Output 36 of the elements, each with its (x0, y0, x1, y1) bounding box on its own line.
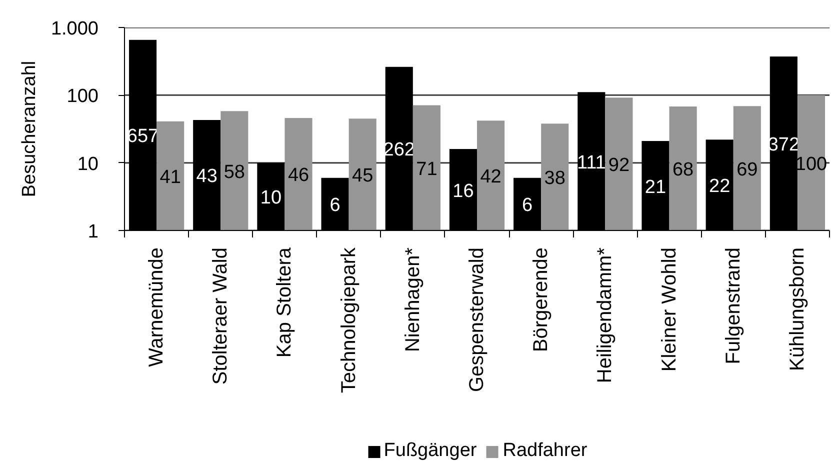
data-label: 111 (576, 152, 606, 174)
x-tick-label: Kleiner Wohld (658, 248, 680, 372)
legend-label: Radfahrer (502, 440, 588, 462)
data-label: 43 (196, 166, 218, 188)
data-label: 71 (416, 158, 438, 180)
data-label: 92 (608, 155, 630, 176)
y-axis-title: Besucheranzahl (18, 60, 40, 198)
data-label: 68 (672, 160, 694, 180)
y-tick-label: 10 (77, 154, 99, 175)
data-label: 38 (544, 168, 566, 190)
x-tick-label: Heiligendamm* (594, 247, 616, 384)
x-tick-label: Gespensterwald (466, 247, 488, 392)
x-tick-label: Technologiepark (338, 246, 360, 394)
x-tick-label: Kap Stoltera (274, 246, 296, 358)
data-label: 21 (644, 176, 666, 198)
data-label: 10 (260, 188, 282, 209)
data-label: 58 (224, 162, 245, 183)
data-label: 46 (288, 165, 310, 186)
y-tick-label: 100 (66, 86, 98, 108)
x-tick-label: Kühlungsborn (786, 247, 808, 371)
data-label: 22 (709, 176, 730, 198)
data-label: 45 (352, 166, 374, 187)
data-label: 6 (522, 195, 533, 216)
data-label: 41 (160, 166, 181, 188)
x-tick-label: Stolteraer Wald (210, 247, 232, 385)
data-label: 6 (330, 195, 340, 216)
data-label: 16 (452, 180, 474, 202)
x-tick-label: Nienhagen* (402, 247, 424, 352)
y-tick-label: 1.000 (50, 18, 98, 40)
x-tick-label: Warnemünde (146, 247, 168, 367)
x-tick-label: Börgerende (530, 247, 552, 352)
y-tick-label: 1 (88, 222, 99, 242)
legend-label: Fußgänger (384, 440, 477, 462)
data-label: 69 (736, 159, 758, 180)
data-label: 42 (480, 166, 502, 188)
x-tick-label: Fulgenstrand (722, 247, 744, 364)
